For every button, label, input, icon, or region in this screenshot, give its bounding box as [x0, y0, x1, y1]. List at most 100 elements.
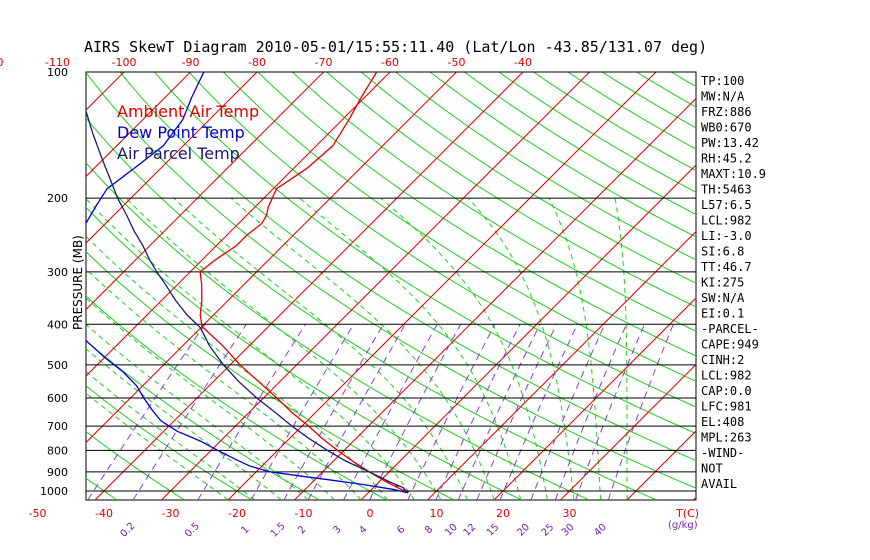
moist-adiabat: [467, 197, 575, 500]
top-temp-tick-label: -120: [0, 56, 3, 69]
dry-adiabat: [394, 72, 696, 261]
mixing-ratio-label: 0.2: [119, 521, 138, 540]
pressure-tick-label: 400: [47, 318, 68, 331]
moist-adiabat: [548, 197, 601, 500]
mixing-ratio-line: [575, 324, 645, 500]
pressure-tick-label: 700: [47, 420, 68, 433]
index-entry: LFC:981: [701, 400, 752, 414]
top-temp-tick-label: -60: [381, 56, 399, 69]
mixing-ratio-label: 8: [423, 524, 435, 536]
dry-adiabat: [86, 206, 522, 500]
isotherm: [86, 72, 258, 244]
dry-adiabat: [86, 295, 387, 500]
dry-adiabat: [325, 72, 696, 308]
index-entry: MPL:263: [701, 431, 752, 445]
dry-adiabat: [188, 72, 696, 408]
isotherm: [760, 63, 870, 500]
moist-adiabat: [86, 235, 389, 500]
mixing-ratio-line: [197, 324, 306, 500]
moist-adiabat: [299, 197, 522, 500]
dry-adiabat: [532, 72, 696, 172]
bottom-temp-tick-label: 10: [430, 507, 444, 520]
bottom-temp-tick-label: -40: [95, 507, 113, 520]
bottom-temp-tick-label: 0: [367, 507, 374, 520]
mixing-ratio-line: [607, 324, 674, 500]
mixing-ratio-label: 2: [296, 524, 308, 536]
dry-adiabat: [257, 72, 696, 357]
pressure-tick-label: 200: [47, 192, 68, 205]
index-entry: LCL:982: [701, 369, 752, 383]
moist-adiabat: [86, 198, 415, 500]
index-entry: EL:408: [701, 415, 744, 429]
pressure-tick-label: 100: [47, 66, 68, 79]
isotherm: [493, 297, 696, 500]
dry-adiabat: [86, 385, 253, 500]
bottom-temp-tick-label: -30: [162, 507, 180, 520]
index-entry: TP:100: [701, 74, 744, 88]
grid-layer: [0, 63, 870, 500]
isotherm: [0, 63, 67, 500]
index-entry: TT:46.7: [701, 260, 752, 274]
index-entry: SW:N/A: [701, 291, 745, 305]
bottom-temp-tick-label: 30: [563, 507, 577, 520]
pressure-tick-label: 800: [47, 444, 68, 457]
mixing-ratio-label: 30: [560, 522, 577, 539]
mixing-ratio-label: 4: [357, 524, 369, 536]
moist-adiabat: [86, 348, 282, 500]
mixing-ratio-label: 0.5: [183, 521, 202, 540]
mixing-ratio-line: [87, 324, 206, 500]
axis-layer: 1002003004005006007008009001000-120-110-…: [0, 56, 699, 540]
moist-adiabat: [614, 198, 628, 500]
legend: Ambient Air Temp Dew Point Temp Air Parcel…: [117, 102, 259, 163]
pressure-tick-label: 1000: [40, 485, 68, 498]
dry-adiabat: [360, 72, 696, 284]
index-entry: MAXT:10.9: [701, 167, 766, 181]
isotherm: [427, 230, 696, 500]
index-entry: RH:45.2: [701, 152, 752, 166]
mixing-ratio-line: [343, 324, 438, 500]
mixing-ratio-line: [499, 324, 578, 500]
isotherm: [94, 72, 524, 500]
index-entry: L57:6.5: [701, 198, 752, 212]
index-entry: NOT: [701, 462, 723, 476]
dry-adiabat: [498, 72, 696, 193]
index-entry: CAP:0.0: [701, 384, 752, 398]
moist-adiabat: [86, 323, 309, 500]
mixing-ratio-line: [132, 324, 247, 500]
mixing-ratio-label: 10: [443, 522, 460, 539]
mixing-ratio-line: [476, 324, 558, 500]
isotherm: [86, 72, 125, 111]
legend-entry: Ambient Air Temp: [117, 102, 259, 121]
dry-adiabat: [86, 117, 657, 500]
pressure-tick-label: 300: [47, 266, 68, 279]
ambient-temp-line: [199, 72, 409, 494]
top-temp-tick-label: -80: [248, 56, 266, 69]
moist-adiabat: [86, 268, 362, 500]
index-entry: AVAIL: [701, 477, 737, 491]
isotherm: [86, 72, 325, 311]
mixing-ratio-unit-label: (g/kg): [668, 520, 698, 531]
dew-point-line: [86, 72, 409, 494]
index-entry: LCL:982: [701, 214, 752, 228]
isotherm: [294, 97, 696, 500]
pressure-tick-label: 900: [47, 466, 68, 479]
moist-adiabat: [230, 197, 495, 500]
bottom-temp-tick-label: -20: [228, 507, 246, 520]
dry-adiabat: [670, 72, 696, 88]
isotherm: [86, 72, 458, 444]
parcel-temp-line: [86, 108, 409, 494]
legend-entry: Air Parcel Temp: [117, 144, 240, 163]
y-axis-label: PRESSURE (MB): [71, 235, 85, 330]
top-temp-tick-label: -90: [182, 56, 200, 69]
mixing-ratio-line: [307, 324, 406, 500]
index-entry: CINH:2: [701, 353, 744, 367]
mixing-ratio-label: 6: [395, 524, 407, 536]
isotherm: [227, 72, 657, 500]
bottom-temp-tick-label: -10: [295, 507, 313, 520]
index-entry: KI:275: [701, 276, 744, 290]
mixing-ratio-label: 12: [462, 522, 479, 539]
mixing-ratio-label: 1: [239, 524, 251, 536]
pressure-tick-label: 600: [47, 392, 68, 405]
index-entry: -PARCEL-: [701, 322, 759, 336]
